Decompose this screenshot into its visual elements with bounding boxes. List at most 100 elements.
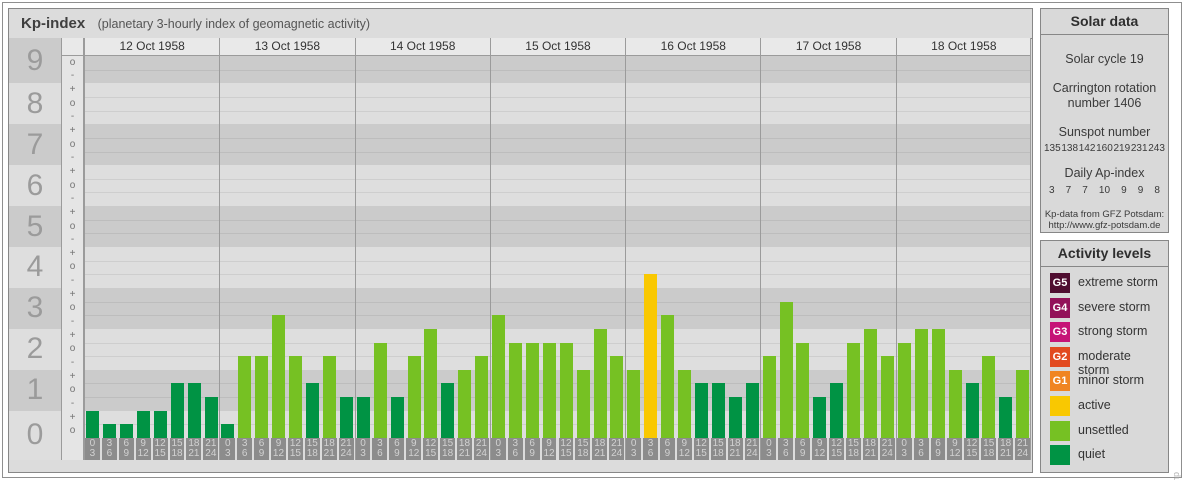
time-slot-label: 18 21: [592, 438, 608, 460]
daily-ap-values: 3 7 7 10 9 9 8: [1041, 185, 1168, 196]
kp-substep-gridline: [84, 301, 1031, 303]
slot-start-hour: 15: [847, 438, 859, 449]
ap-index-label: Daily Ap-index: [1064, 166, 1145, 180]
kp-substep-gridline: [84, 233, 1031, 235]
time-slot-label: 12 15: [829, 438, 844, 460]
day-boundary-line: [354, 38, 356, 460]
kp-bar: [661, 315, 675, 438]
kp-substep-gridline: [84, 110, 1031, 112]
time-slot-label: 12 15: [423, 438, 439, 460]
kp-bar: [542, 342, 556, 438]
time-slot-label: 12 15: [558, 438, 574, 460]
slot-end-hour: 3: [766, 448, 772, 459]
chart-subtitle: (planetary 3-hourly index of geomagnetic…: [97, 17, 370, 31]
slot-end-hour: 6: [377, 448, 383, 459]
legend-item-extreme-storm: G5 extreme storm: [1050, 273, 1163, 293]
time-slot-label: 21 24: [609, 438, 625, 460]
subtick-minus: -: [70, 316, 75, 328]
kp-row-band-2: 2: [9, 328, 61, 370]
kp-bar: [931, 328, 945, 438]
legend-item-quiet: quiet: [1050, 445, 1163, 466]
solar-data-header: Solar data: [1041, 9, 1168, 35]
kp-bar: [136, 410, 150, 438]
subtick-o: o: [69, 261, 76, 273]
kp-row-band-0: 0: [9, 410, 61, 460]
time-slot-label: 18 21: [998, 438, 1014, 460]
slot-end-hour: 9: [529, 448, 535, 459]
time-slot-label: 21 24: [473, 438, 489, 460]
slot-end-hour: 15: [560, 448, 572, 459]
kp-bar: [694, 383, 708, 438]
legend-item-severe-storm: G4 severe storm: [1050, 297, 1163, 318]
slot-end-hour: 21: [1000, 448, 1012, 459]
slot-end-hour: 15: [966, 448, 978, 459]
time-slot-label: 21 24: [1015, 438, 1030, 460]
day-boundary-line: [760, 38, 762, 460]
slot-end-hour: 12: [137, 448, 149, 459]
slot-end-hour: 12: [543, 448, 555, 459]
slot-start-hour: 9: [816, 438, 823, 449]
slot-start-hour: 6: [394, 438, 400, 449]
subtick-minus: -: [70, 275, 75, 287]
level-color-chip: [1050, 445, 1070, 466]
slot-end-hour: 18: [306, 448, 318, 459]
kp-bar: [492, 315, 506, 438]
kp-row-band-4: [84, 247, 1031, 288]
slot-start-hour: 18: [729, 438, 741, 449]
kp-axis-number-5: 5: [26, 209, 44, 243]
slot-start-hour: 15: [983, 438, 995, 449]
slot-start-hour: 18: [594, 438, 606, 449]
time-slot-label: 18 21: [457, 438, 472, 460]
slot-end-hour: 21: [323, 448, 335, 459]
kp-bar: [847, 342, 861, 438]
slot-end-hour: 24: [611, 448, 623, 459]
slot-end-hour: 3: [495, 448, 502, 459]
subtick-plus: +: [69, 125, 76, 137]
slot-end-hour: 15: [830, 448, 843, 459]
sunspot-value: 160: [1096, 143, 1113, 154]
kp-bar: [255, 356, 269, 438]
kp-bar: [339, 397, 353, 438]
chart-title-bar: Kp-index (planetary 3-hourly index of ge…: [9, 9, 1032, 39]
kp-bar: [711, 383, 725, 438]
slot-start-hour: 3: [106, 438, 113, 449]
subtick-minus: -: [70, 70, 75, 82]
slot-end-hour: 6: [241, 448, 248, 459]
carrington-line2: number 1406: [1067, 96, 1142, 110]
legend-label: severe storm: [1078, 299, 1151, 314]
subtick-plus: +: [69, 288, 76, 300]
slot-end-hour: 12: [678, 448, 690, 459]
kp-bar: [678, 369, 692, 438]
kp-bar: [762, 356, 776, 438]
kp-row-band-5: 5: [9, 206, 61, 247]
subtick-o: o: [69, 97, 76, 109]
g-scale-badge: G5: [1050, 273, 1070, 293]
ap-value: 7: [1082, 185, 1088, 196]
day-header-12-Oct-1958: 12 Oct 1958: [85, 38, 220, 56]
slot-start-hour: 12: [289, 438, 301, 449]
kp-bar: [322, 356, 336, 438]
subtick-plus: +: [69, 84, 76, 96]
kp-axis-number-1: 1: [26, 373, 44, 407]
slot-start-hour: 6: [664, 438, 671, 449]
credit-line1: Kp-data from GFZ Potsdam:: [1044, 209, 1165, 220]
carrington-line1: Carrington rotation: [1052, 81, 1157, 95]
kp-bar: [289, 356, 303, 438]
slot-end-hour: 18: [442, 448, 454, 459]
time-slot-label: 12 15: [287, 438, 303, 460]
slot-start-hour: 3: [377, 438, 383, 449]
kp-substep-gridline: [84, 151, 1031, 153]
subtick-minus: -: [70, 152, 75, 164]
kp-substep-gridline: [84, 69, 1031, 71]
time-slot-label: 18 21: [321, 438, 337, 460]
subtick-o: o: [69, 220, 76, 232]
slot-start-hour: 6: [123, 438, 130, 449]
subtick-plus: +: [69, 247, 76, 259]
kp-bar: [390, 397, 404, 438]
slot-end-hour: 3: [224, 448, 231, 459]
kp-row-band-3: 3: [9, 287, 61, 329]
ap-value: 9: [1137, 185, 1144, 196]
